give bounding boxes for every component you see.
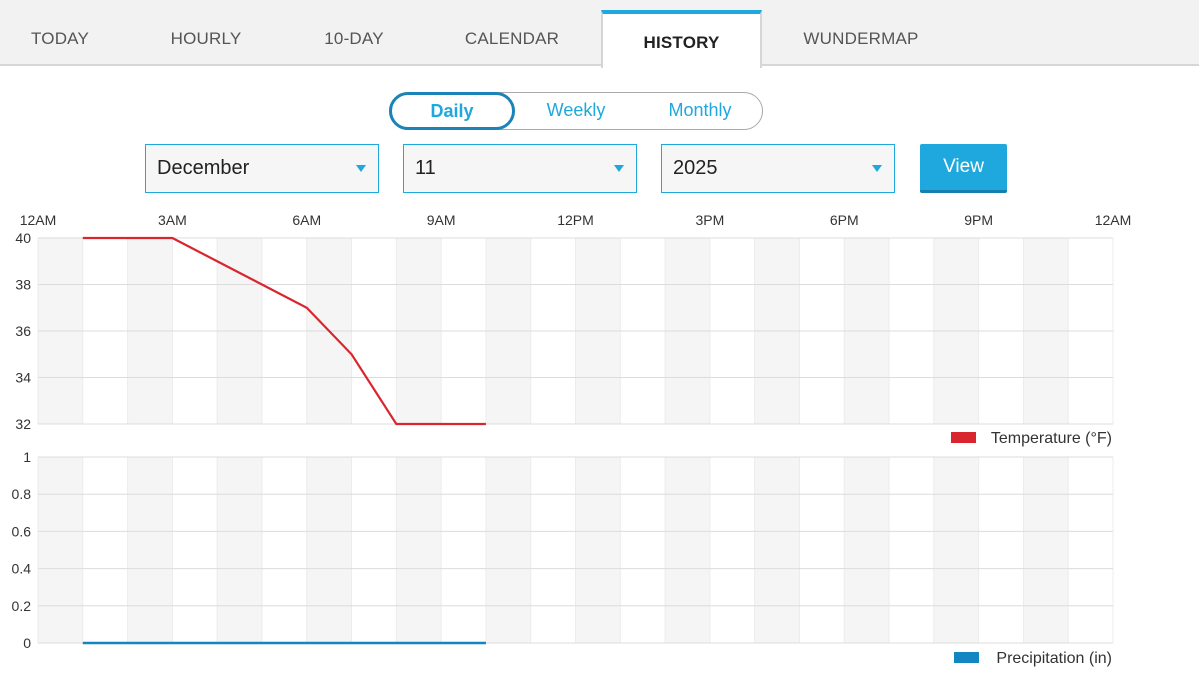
chevron-down-icon [356,165,366,172]
year-select-value: 2025 [673,157,718,179]
period-toggle: Daily Weekly Monthly [389,91,763,130]
hour-band [1023,457,1069,643]
y-tick-label: 38 [15,277,31,293]
y-tick-label: 0.6 [12,523,32,539]
precipitation-legend-label: Precipitation (in) [996,650,1112,667]
hour-band [844,457,890,643]
hour-band [933,457,979,643]
chevron-down-icon [872,165,882,172]
y-tick-label: 0.8 [12,486,32,502]
temperature-legend-swatch [951,432,976,443]
y-tick-label: 0 [23,635,31,651]
temperature-line [82,236,486,426]
y-tick-label: 32 [15,416,31,432]
y-tick-label: 0.4 [12,561,32,577]
tab-bar: TODAY HOURLY 10-DAY CALENDAR HISTORY WUN… [0,0,1199,68]
hour-band [575,457,621,643]
period-weekly[interactable]: Weekly [546,100,606,120]
x-tick-label: 12AM [20,212,57,228]
y-tick-label: 0.2 [12,598,32,614]
year-select[interactable]: 2025 [661,144,895,193]
chevron-down-icon [614,165,624,172]
hour-band [754,457,800,643]
tab-hourly[interactable]: HOURLY [170,29,242,48]
y-tick-label: 1 [23,449,31,465]
hour-band [38,457,83,643]
temperature-legend-label: Temperature (°F) [991,430,1112,447]
y-tick-label: 40 [15,230,31,246]
tab-today[interactable]: TODAY [31,29,89,48]
tab-wundermap[interactable]: WUNDERMAP [803,29,919,48]
day-select[interactable]: 11 [403,144,637,193]
hour-band [485,457,531,643]
x-tick-label: 9AM [427,212,456,228]
y-tick-label: 36 [15,323,31,339]
hour-band [217,457,262,643]
hour-band [396,457,442,643]
view-button[interactable]: View [920,144,1007,193]
month-select[interactable]: December [145,144,379,193]
tab-10-day[interactable]: 10-DAY [324,29,384,48]
precipitation-legend-swatch [954,652,979,663]
x-tick-label: 9PM [964,212,993,228]
hour-band [306,457,352,643]
tab-history[interactable]: HISTORY [601,10,762,68]
x-tick-label: 12AM [1095,212,1132,228]
x-tick-label: 6PM [830,212,859,228]
period-monthly[interactable]: Monthly [668,100,732,120]
x-tick-label: 3PM [695,212,724,228]
month-select-value: December [157,157,250,179]
x-tick-label: 12PM [557,212,594,228]
hour-band [665,457,710,643]
y-tick-label: 34 [15,370,31,386]
tab-calendar[interactable]: CALENDAR [464,29,560,48]
hour-band [127,457,173,643]
period-daily[interactable]: Daily [389,91,515,130]
x-tick-label: 3AM [158,212,187,228]
x-tick-label: 6AM [292,212,321,228]
day-select-value: 11 [415,157,436,179]
